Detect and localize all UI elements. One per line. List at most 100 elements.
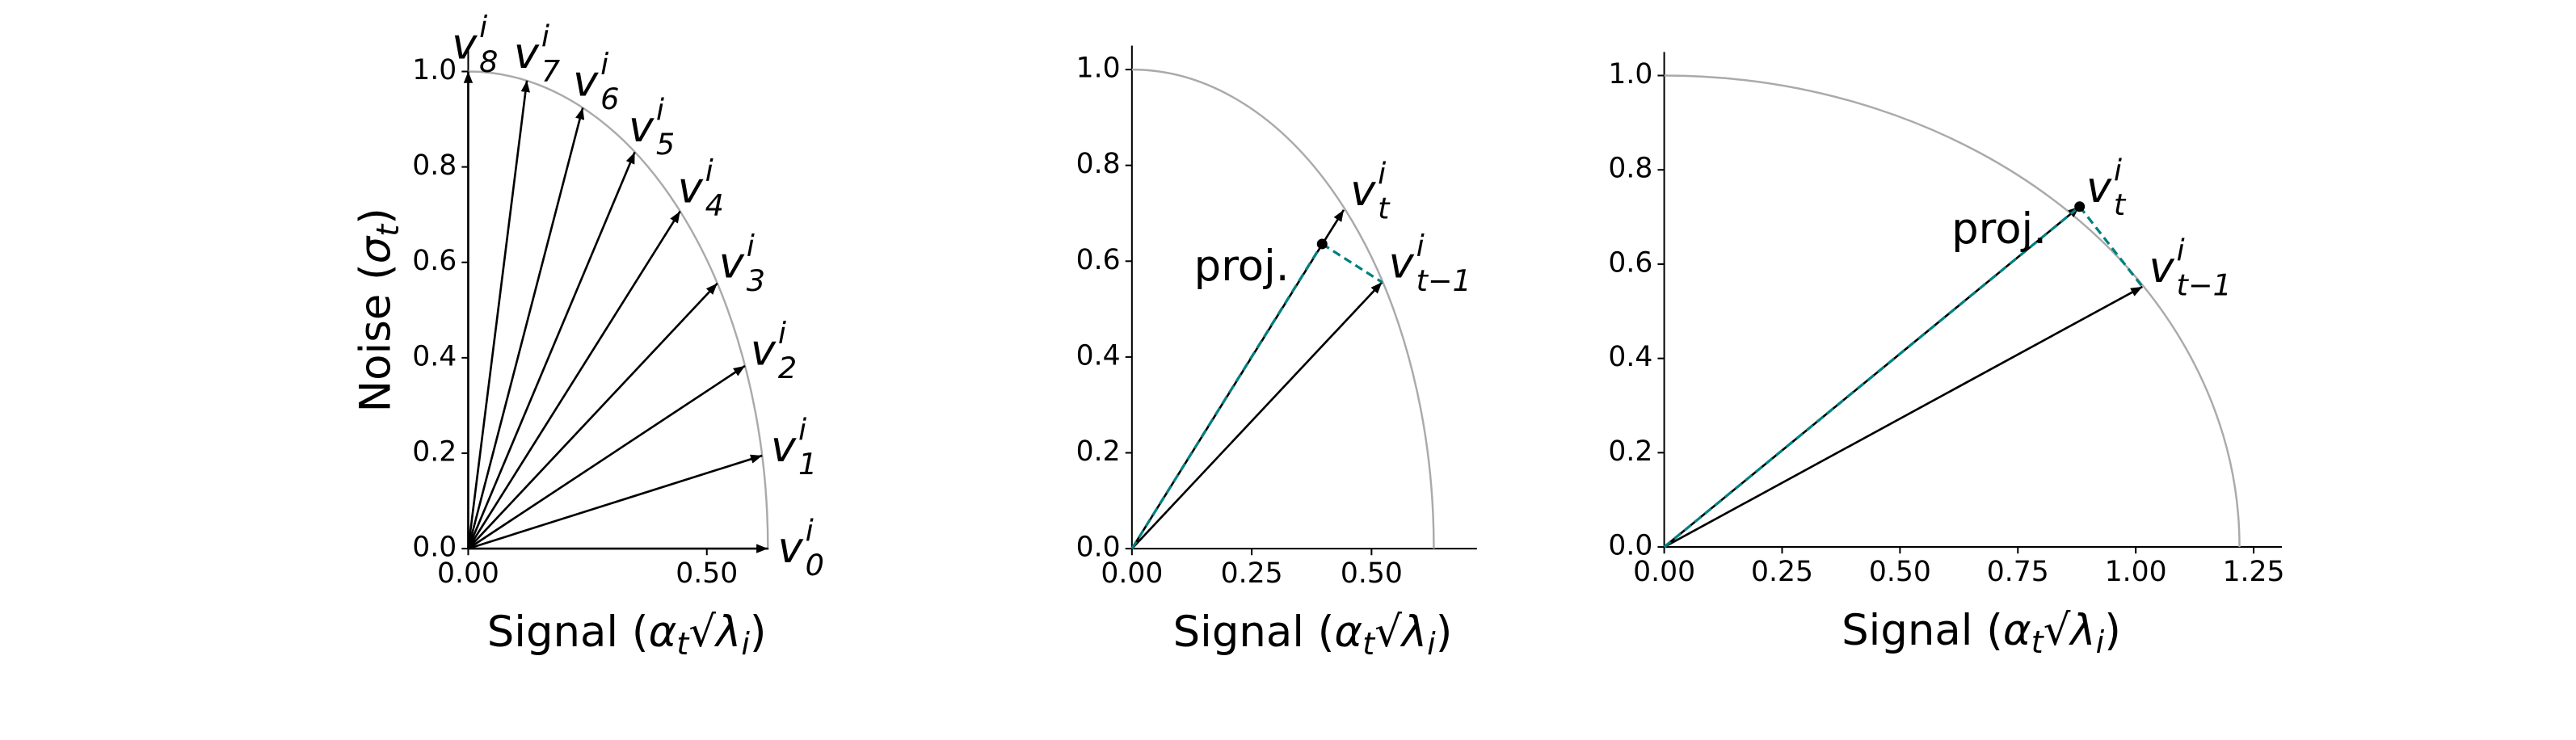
projection-label: proj. [1951,204,2047,254]
vector-label-sup: i [1416,229,1425,263]
y-tick-label: 0.8 [1608,153,1652,185]
vector-label-sup: i [541,19,549,54]
label-part: λ [713,607,741,656]
label-part: α [2003,605,2031,654]
vector-arrow [1663,285,2143,549]
x-tick-label: 0.25 [1751,556,1813,588]
vector-label: v [678,164,704,213]
x-tick-label: 0.75 [1987,556,2049,588]
vector-label-sup: i [656,93,664,128]
vector-label-sup: i [600,47,608,82]
x-axis-label: Signal (αt√λi) [487,607,767,661]
y-tick-label: 0.0 [1076,532,1121,564]
y-tick-label: 0.8 [1076,148,1121,180]
y-tick-label: 0.4 [1076,339,1121,372]
projection-label: proj. [1194,242,1290,291]
label-part: ) [2104,605,2121,654]
vector-arrow [467,107,585,549]
x-axis-label: Signal (αt√λi) [1842,605,2121,659]
label-part: Signal ( [487,607,649,656]
x-tick-label: 0.00 [1633,556,1695,588]
projection-point [2074,201,2086,212]
y-tick-label: 0.6 [1076,244,1121,276]
label-part: t [2031,624,2045,660]
label-part: Signal ( [1842,605,2003,654]
label-part: i [2096,624,2105,660]
vector-label-sub: t [1378,191,1391,225]
label-part: t [1362,626,1376,662]
arc [1131,68,1435,549]
label-part: α [649,607,677,656]
label-part: ) [351,208,400,225]
y-tick-label: 0.2 [1076,435,1121,468]
label-part: Signal ( [1173,607,1335,656]
y-tick-label: 0.2 [1608,435,1652,468]
projection-residual [2078,205,2144,288]
vector-label: v [2149,243,2174,292]
x-tick-label: 1.25 [2223,556,2285,588]
vector-arrow [467,364,746,550]
y-tick-label: 1.0 [1608,58,1652,90]
vector-label: v [778,523,804,573]
vector-label-sub: 2 [778,351,797,385]
x-tick-label: 0.50 [676,557,738,590]
vector-label-sub: 5 [656,127,675,162]
vector-label: v [751,326,777,376]
label-part: ) [1436,607,1453,656]
projection-line [1130,243,1324,549]
label-part: √ [1374,607,1402,656]
x-tick-label: 0.00 [1101,557,1163,590]
y-tick-label: 0.6 [1608,246,1652,279]
label-part: λ [1400,607,1427,656]
y-tick-label: 0.2 [412,435,457,468]
vector-label: v [629,103,655,152]
y-axis-label: Noise (σt) [351,208,405,412]
x-tick-label: 1.00 [2105,556,2167,588]
projection-line [1663,205,2081,549]
vector-label: v [1389,239,1415,288]
vector-label-sub: 3 [747,263,765,298]
vector-arrow [467,151,636,549]
label-part: λ [2068,605,2095,654]
projection-residual [1321,242,1383,284]
y-tick-label: 0.4 [412,340,457,372]
vector-arrow [1130,281,1383,550]
vector-arrow [467,282,718,550]
x-tick-label: 0.50 [1869,556,1931,588]
label-part: α [1334,607,1362,656]
x-tick-label: 0.50 [1341,557,1403,590]
vector-label-sub: t−1 [2176,267,2231,302]
vector-label-sup: i [2176,233,2184,268]
vector-label: v [2086,163,2112,212]
vector-label-sub: 1 [798,447,817,481]
y-tick-label: 1.0 [1076,53,1121,85]
vector-arrow [467,80,530,549]
vector-label-sup: i [1378,157,1386,191]
vector-label-sub: 6 [600,82,619,116]
vector-label-sub: 7 [541,53,560,88]
vector-label: v [771,423,797,472]
vector-label: v [452,20,478,69]
vector-arrow [468,454,763,550]
label-part: i [1427,626,1436,662]
vector-label: v [719,239,745,288]
vector-label-sub: 0 [806,548,824,582]
vector-label-sup: i [2114,153,2122,188]
y-tick-label: 0.6 [412,245,457,277]
projection-point [1316,238,1328,250]
label-part: Noise ( [351,263,400,412]
y-tick-label: 0.0 [412,532,457,564]
vector-label-sup: i [778,316,786,351]
y-tick-label: 0.0 [1608,530,1652,562]
vector-label-sub: t [2114,187,2127,222]
vector-label-sub: 4 [705,188,724,223]
label-part: √ [2044,605,2071,654]
vector-label-sup: i [705,153,713,188]
vector-label-sup: i [806,513,814,548]
x-tick-label: 0.00 [437,557,499,590]
arc [468,70,769,549]
y-tick-label: 0.4 [1608,341,1652,373]
vector-label: v [1350,166,1376,216]
label-part: i [741,626,750,662]
